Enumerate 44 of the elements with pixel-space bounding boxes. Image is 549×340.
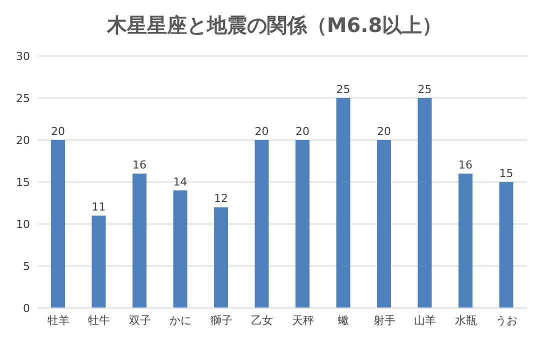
data-label: 25	[336, 83, 350, 96]
data-label: 25	[418, 83, 432, 96]
bar	[51, 140, 65, 308]
data-label: 12	[214, 192, 228, 206]
bar	[458, 174, 472, 308]
y-tick-label: 30	[16, 50, 30, 63]
y-tick-label: 0	[23, 302, 30, 315]
data-label: 11	[92, 200, 106, 214]
data-label: 14	[173, 175, 188, 188]
bar	[499, 182, 514, 308]
x-tick-label: かに	[170, 314, 192, 327]
data-label: 20	[296, 125, 310, 138]
y-tick-label: 5	[23, 260, 30, 273]
x-tick-label: 獅子	[210, 314, 232, 327]
x-tick-label: 山羊	[414, 314, 436, 327]
data-label: 16	[458, 158, 472, 172]
y-tick-label: 15	[16, 176, 30, 189]
data-label: 20	[377, 125, 391, 138]
data-label: 15	[499, 167, 514, 180]
x-tick-label: 乙女	[251, 314, 274, 327]
bar	[132, 174, 146, 308]
x-tick-label: 水瓶	[454, 314, 477, 327]
data-label: 20	[51, 125, 65, 138]
y-tick-label: 10	[16, 218, 30, 231]
bar	[296, 140, 310, 308]
bar	[377, 140, 391, 308]
chart-title: 木星星座と地震の関係（M6.8以上）	[106, 12, 444, 39]
bar	[214, 207, 228, 308]
bar	[418, 98, 432, 308]
x-tick-label: 蠍	[338, 314, 350, 327]
x-tick-label: 牡羊	[47, 314, 70, 327]
data-label: 20	[254, 125, 269, 138]
x-tick-label: 双子	[128, 314, 151, 327]
x-tick-label: うお	[496, 314, 518, 327]
bar	[92, 216, 106, 308]
x-tick-label: 射手	[373, 314, 396, 327]
y-tick-label: 20	[16, 134, 30, 147]
x-tick-label: 牡牛	[88, 314, 110, 327]
bar	[173, 190, 188, 308]
bar	[336, 98, 350, 308]
x-tick-label: 天秤	[292, 314, 314, 327]
data-label: 16	[132, 158, 146, 172]
y-tick-label: 25	[16, 92, 30, 105]
bar	[254, 140, 269, 308]
